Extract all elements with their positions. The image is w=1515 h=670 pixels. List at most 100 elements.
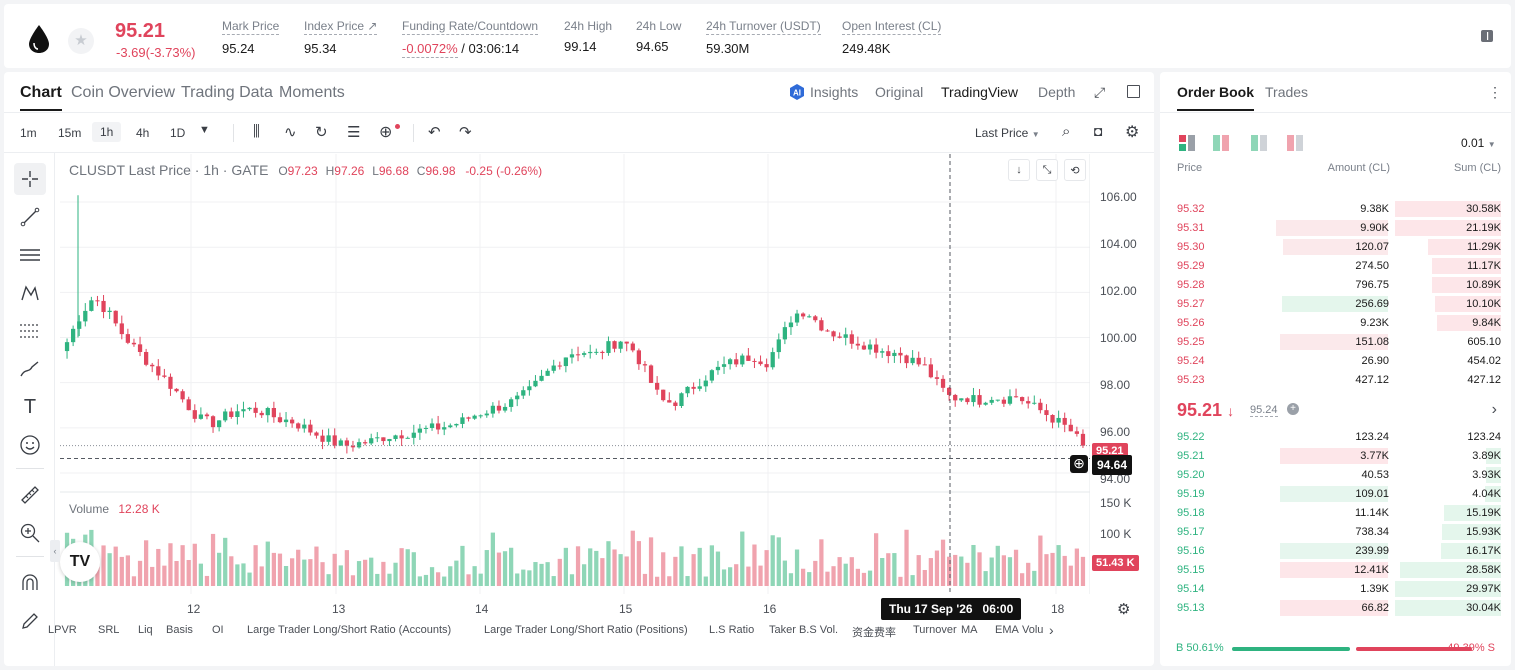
tab-moments[interactable]: Moments: [279, 84, 345, 101]
redo-icon[interactable]: ↷: [459, 124, 472, 141]
brush-tool-icon[interactable]: [14, 353, 46, 385]
zoom-tool-icon[interactable]: [14, 517, 46, 549]
bid-row[interactable]: 95.17 738.34 15.93K: [1160, 523, 1511, 542]
view-original[interactable]: Original: [875, 84, 924, 100]
bid-row[interactable]: 95.14 1.39K 29.97K: [1160, 580, 1511, 599]
indicator-item[interactable]: EMA: [995, 624, 1019, 636]
trendline-tool-icon[interactable]: [14, 201, 46, 233]
interval-4h[interactable]: 4h: [136, 126, 150, 140]
more-options-icon[interactable]: ⋮: [1488, 84, 1502, 100]
interval-1m[interactable]: 1m: [20, 126, 37, 140]
favorite-star-icon[interactable]: ★: [68, 28, 94, 54]
bid-row[interactable]: 95.15 12.41K 28.58K: [1160, 561, 1511, 580]
window-icon[interactable]: [1127, 85, 1140, 98]
indicator-item[interactable]: Large Trader Long/Short Ratio (Accounts): [247, 624, 452, 636]
magnet-tool-icon[interactable]: [14, 567, 46, 599]
ruler-tool-icon[interactable]: [14, 479, 46, 511]
indicator-item[interactable]: LPVR: [48, 624, 77, 636]
book-asks-only-icon[interactable]: [1287, 135, 1303, 151]
candle-type-icon[interactable]: ⫼: [253, 123, 260, 140]
indicator-item[interactable]: Taker B.S Vol.: [769, 624, 839, 636]
funding-rate[interactable]: -0.0072%: [402, 41, 458, 58]
collapse-left-icon[interactable]: ‹: [50, 540, 60, 562]
ask-row[interactable]: 95.24 26.90 454.02: [1160, 352, 1511, 371]
add-order-icon[interactable]: ⊕: [1070, 455, 1088, 473]
book-icon[interactable]: [1479, 28, 1495, 44]
compare-icon[interactable]: ↻: [315, 124, 328, 141]
scroll-down-icon[interactable]: ↓: [1008, 159, 1030, 181]
bid-row[interactable]: 95.19 109.01 4.04K: [1160, 485, 1511, 504]
ask-row[interactable]: 95.25 151.08 605.10: [1160, 333, 1511, 352]
ask-row[interactable]: 95.27 256.69 10.10K: [1160, 295, 1511, 314]
bid-row[interactable]: 95.18 11.14K 15.19K: [1160, 504, 1511, 523]
pencil-lock-icon[interactable]: [14, 605, 46, 637]
indicator-item[interactable]: SRL: [98, 624, 120, 636]
ai-insights-icon[interactable]: AI: [788, 83, 806, 101]
bid-row[interactable]: 95.20 40.53 3.93K: [1160, 466, 1511, 485]
book-bids-only-icon[interactable]: [1251, 135, 1267, 151]
tab-trades[interactable]: Trades: [1265, 84, 1309, 100]
bid-row[interactable]: 95.22 123.24 123.24: [1160, 428, 1511, 447]
templates-icon[interactable]: ☰: [347, 124, 361, 141]
collapse-icon[interactable]: ⤡: [1036, 159, 1058, 181]
indicator-item[interactable]: Turnover: [913, 624, 957, 636]
axis-settings-icon[interactable]: ⚙: [1117, 601, 1131, 618]
indicator-item[interactable]: Volu: [1022, 624, 1044, 636]
indicator-item[interactable]: OI: [212, 624, 224, 636]
gear-icon[interactable]: ⚙: [1125, 124, 1140, 141]
undo-icon[interactable]: ↶: [428, 124, 441, 141]
crosshair-tool-icon[interactable]: [14, 163, 46, 195]
fullscreen-icon[interactable]: ⤢: [1094, 84, 1106, 100]
ask-row[interactable]: 95.31 9.90K 21.19K: [1160, 219, 1511, 238]
interval-15m[interactable]: 15m: [58, 126, 82, 140]
mark-price-label[interactable]: Mark Price: [222, 19, 280, 35]
book-both-icon[interactable]: [1179, 135, 1195, 151]
view-insights[interactable]: Insights: [810, 84, 859, 100]
search-icon[interactable]: ⌕: [1062, 123, 1071, 140]
chevron-right-icon[interactable]: ›: [1049, 622, 1054, 638]
bid-row[interactable]: 95.13 66.82 30.04K: [1160, 599, 1511, 618]
indicator-item[interactable]: Large Trader Long/Short Ratio (Positions…: [484, 624, 688, 636]
indicator-item[interactable]: 资金费率: [852, 627, 896, 639]
turnover-label[interactable]: 24h Turnover (USDT): [706, 19, 821, 35]
view-depth[interactable]: Depth: [1038, 84, 1076, 100]
funding-rate-label[interactable]: Funding Rate/Countdown: [402, 19, 539, 35]
tab-coin-overview[interactable]: Coin Overview: [71, 84, 176, 101]
pattern-tool-icon[interactable]: [14, 277, 46, 309]
open-interest-label[interactable]: Open Interest (CL): [842, 19, 942, 35]
price-chart[interactable]: [60, 154, 1090, 594]
emoji-tool-icon[interactable]: [14, 429, 46, 461]
indicator-item[interactable]: Liq: [138, 624, 153, 636]
indicator-item[interactable]: Basis: [166, 624, 193, 636]
interval-1h[interactable]: 1h: [92, 122, 122, 142]
index-price-label[interactable]: Index Price ↗: [304, 19, 378, 35]
precision-select[interactable]: 0.01 ▼: [1461, 136, 1496, 150]
parallel-lines-tool-icon[interactable]: [14, 239, 46, 271]
camera-icon[interactable]: ◘: [1094, 123, 1103, 139]
bid-row[interactable]: 95.21 3.77K 3.89K: [1160, 447, 1511, 466]
restore-icon[interactable]: ⟲: [1064, 159, 1086, 181]
interval-1d[interactable]: 1D: [170, 126, 186, 140]
interval-dropdown-icon[interactable]: ▼: [199, 124, 210, 136]
add-alert-icon[interactable]: ⊕: [379, 124, 393, 141]
ask-row[interactable]: 95.32 9.38K 30.58K: [1160, 200, 1511, 219]
tradingview-logo-icon[interactable]: TV: [60, 542, 100, 582]
tab-chart[interactable]: Chart: [20, 84, 62, 111]
mid-mark-price[interactable]: 95.24: [1250, 404, 1278, 417]
text-tool-icon[interactable]: T: [23, 395, 37, 418]
ask-row[interactable]: 95.26 9.23K 9.84K: [1160, 314, 1511, 333]
ask-row[interactable]: 95.30 120.07 11.29K: [1160, 238, 1511, 257]
fib-tool-icon[interactable]: [14, 315, 46, 347]
ask-row[interactable]: 95.28 796.75 10.89K: [1160, 276, 1511, 295]
tab-trading-data[interactable]: Trading Data: [181, 84, 273, 101]
indicator-item[interactable]: MA: [961, 624, 978, 636]
chevron-right-icon[interactable]: ›: [1491, 401, 1497, 418]
bid-row[interactable]: 95.16 239.99 16.17K: [1160, 542, 1511, 561]
book-bids-icon[interactable]: [1213, 135, 1229, 151]
shield-icon[interactable]: +: [1287, 403, 1299, 415]
ask-row[interactable]: 95.29 274.50 11.17K: [1160, 257, 1511, 276]
ask-row[interactable]: 95.23 427.12 427.12: [1160, 371, 1511, 390]
tab-order-book[interactable]: Order Book: [1177, 84, 1255, 111]
view-tradingview[interactable]: TradingView: [941, 84, 1019, 100]
price-type-select[interactable]: Last Price ▼: [975, 126, 1040, 140]
